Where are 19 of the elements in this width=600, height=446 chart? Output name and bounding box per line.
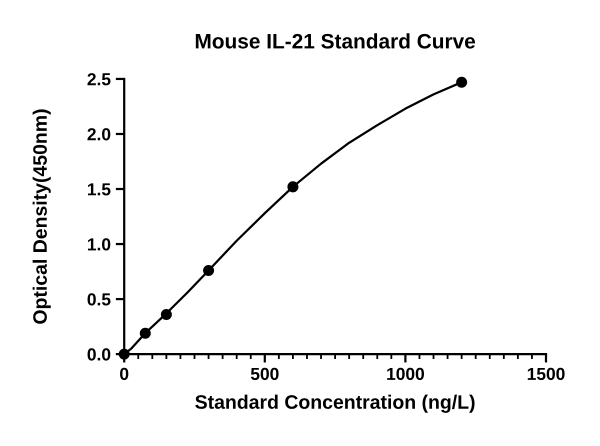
y-tick-label: 1.5 [88,183,111,196]
y-tick-label: 0.5 [88,293,111,306]
x-tick-label: 0 [120,368,128,380]
x-axis-title: Standard Concentration (ng/L) [195,394,475,413]
y-tick-label: 1.0 [88,238,110,251]
point [140,328,151,339]
point [118,348,130,360]
point [287,181,298,192]
point [203,264,214,276]
point [456,76,468,88]
x-tick-label: 1000 [387,368,424,380]
point [160,308,172,320]
x-tick-label: 1500 [528,368,565,380]
y-tick-label: 2.0 [87,128,110,140]
chart-title: Mouse IL-21 Standard Curve [196,33,476,49]
y-tick-label: 2.5 [87,73,111,86]
x-tick-label: 500 [250,368,279,380]
y-tick-label: 0.0 [88,348,110,361]
y-axis-title: Optical Density(450nm) [32,109,51,324]
